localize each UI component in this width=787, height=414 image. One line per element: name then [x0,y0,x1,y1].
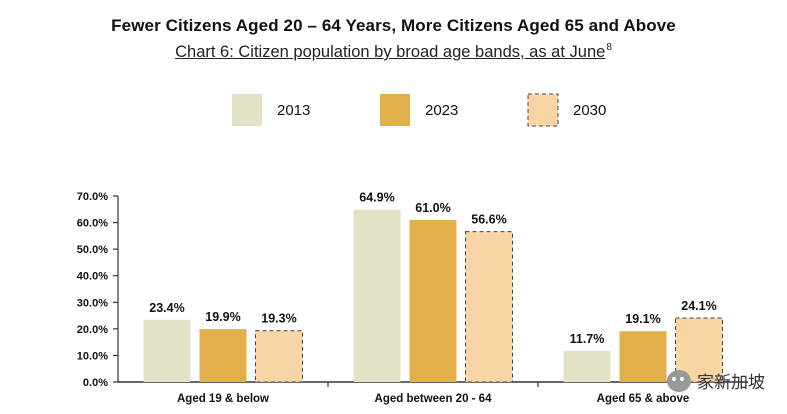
chart-title: Fewer Citizens Aged 20 – 64 Years, More … [111,16,676,35]
y-tick-label: 40.0% [77,271,108,283]
bar-2013 [143,319,191,382]
legend-swatch-2030 [527,93,559,127]
y-tick-label: 10.0% [77,350,108,362]
bar-2023 [619,331,667,382]
y-tick-label: 20.0% [77,324,108,336]
data-label-2030: 24.1% [681,299,716,313]
bar-2013 [353,209,401,382]
watermark-text: 家新加坡 [697,373,765,392]
wechat-icon [667,369,691,392]
data-label-2030: 56.6% [471,213,506,227]
watermark: 家新加坡 [667,368,765,393]
x-category-label: Aged 65 & above [597,393,690,405]
footnote-marker: 8 [606,42,612,53]
bar-2030 [465,231,513,383]
data-label-2023: 61.0% [415,201,450,215]
chart-subtitle-text: Chart 6: Citizen population by broad age… [175,43,606,61]
y-tick-label: 70.0% [77,191,108,203]
bar-2023 [199,329,247,382]
legend-swatch-2023 [380,94,410,126]
data-label-2013: 64.9% [359,191,394,205]
y-tick-label: 0.0% [83,377,108,389]
y-tick-label: 50.0% [77,244,108,256]
legend-label-2030: 2030 [573,102,606,119]
legend-swatch-2013 [232,94,262,126]
x-category-label: Aged 19 & below [177,393,269,405]
data-label-2023: 19.1% [625,312,660,326]
chart-subtitle: Chart 6: Citizen population by broad age… [0,42,787,62]
data-label-2013: 23.4% [149,301,184,315]
data-label-2013: 11.7% [570,332,605,346]
data-label-2023: 19.9% [205,310,240,324]
data-label-2030: 19.3% [261,312,296,326]
legend-label-2013: 2013 [277,102,310,119]
bar-2013 [563,350,611,382]
legend-label-2023: 2023 [425,102,458,119]
bar-2023 [409,219,457,382]
y-tick-label: 60.0% [77,218,108,230]
bar-2030 [255,330,303,383]
y-tick-label: 30.0% [77,297,108,309]
x-category-label: Aged between 20 - 64 [375,393,493,405]
